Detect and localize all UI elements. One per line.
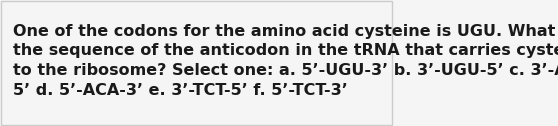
Text: One of the codons for the amino acid cysteine is UGU. What is
the sequence of th: One of the codons for the amino acid cys… — [13, 24, 558, 98]
FancyBboxPatch shape — [1, 1, 392, 125]
